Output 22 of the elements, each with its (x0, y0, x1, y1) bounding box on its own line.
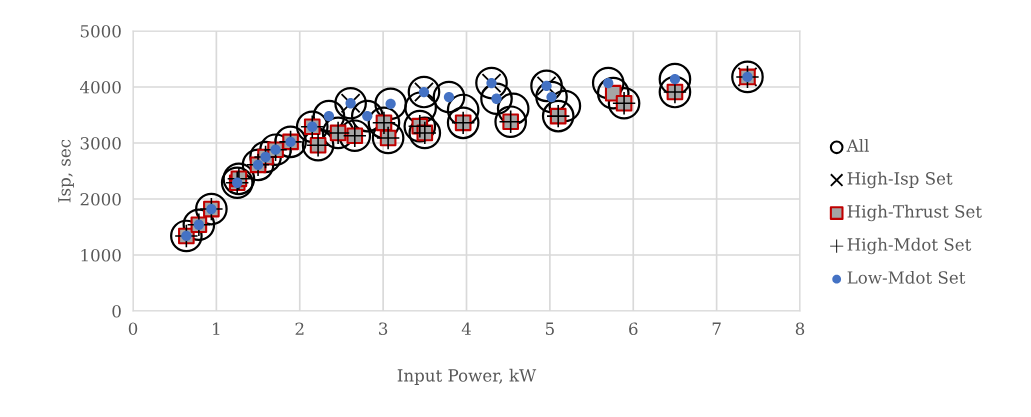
legend-label: High-Isp Set (847, 171, 953, 189)
legend-label: High-Mdot Set (847, 237, 972, 255)
y-tick-label: 5000 (80, 24, 121, 38)
x-axis-title: Input Power, kW (397, 368, 537, 385)
legend-label: All (846, 138, 869, 152)
x-tick-label: 4 (461, 322, 471, 335)
y-axis-title: Isp, sec (58, 139, 74, 203)
x-tick-label: 7 (712, 322, 721, 335)
y-tick-label: 3000 (80, 136, 121, 150)
y-tick-label: 4000 (79, 80, 121, 94)
y-tick-label: 0 (112, 304, 121, 318)
x-tick-label: 0 (128, 322, 138, 336)
x-tick-label: 3 (379, 322, 388, 336)
x-tick-label: 5 (545, 322, 554, 336)
y-tick-label: 2000 (80, 192, 121, 206)
x-tick-label: 6 (629, 322, 638, 336)
x-tick-label: 2 (295, 322, 304, 335)
legend-label: Low-Mdot Set (847, 270, 966, 284)
x-tick-label: 1 (213, 322, 220, 335)
x-tick-label: 8 (795, 322, 805, 336)
legend-label: High-Thrust Set (847, 204, 982, 222)
y-tick-label: 1000 (81, 248, 121, 262)
